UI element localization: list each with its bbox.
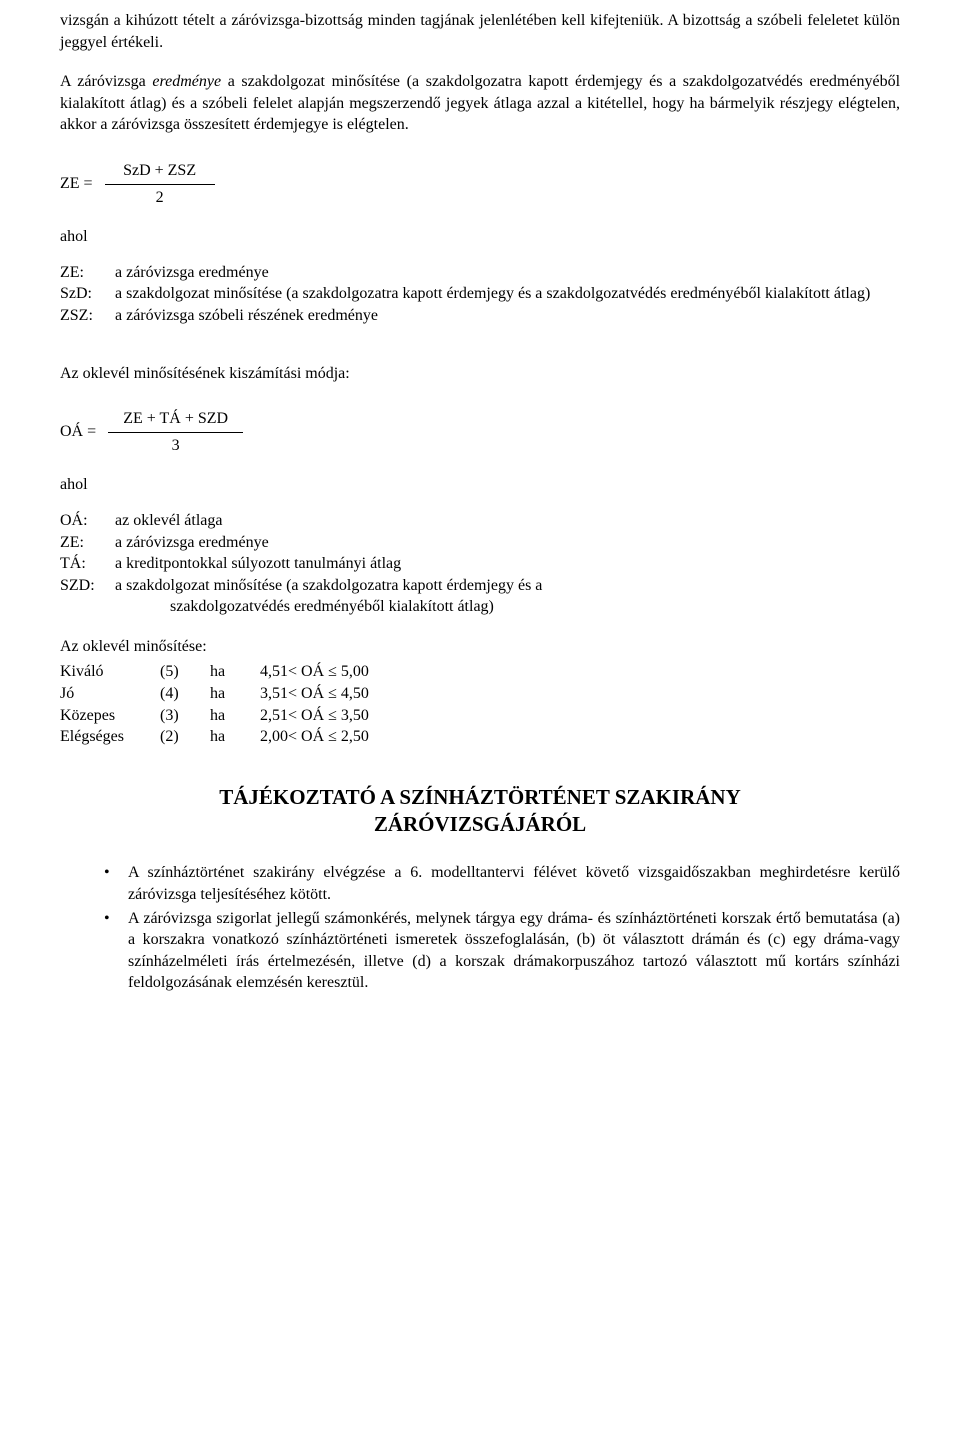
section2-title: Az oklevél minősítésének kiszámítási mód… — [60, 363, 900, 385]
grading-range-3: 2,00< OÁ ≤ 2,50 — [260, 726, 369, 748]
definitions-2: OÁ: az oklevél átlaga ZE: a záróvizsga e… — [60, 510, 900, 618]
grading-name-1: Jó — [60, 683, 160, 705]
def2-ta-term: TÁ: — [60, 553, 115, 575]
formula-ze-num: SzD + ZSZ — [119, 160, 200, 184]
grading-ha-1: ha — [210, 683, 260, 705]
intro-p2-a: A záróvizsga — [60, 73, 152, 90]
def2-szd: SZD: a szakdolgozat minősítése (a szakdo… — [60, 575, 900, 597]
def-szd: SzD: a szakdolgozat minősítése (a szakdo… — [60, 283, 900, 305]
grading-row-0: Kiváló (5) ha 4,51< OÁ ≤ 5,00 — [60, 661, 900, 683]
formula-oa-num: ZE + TÁ + SZD — [119, 408, 232, 432]
formula-oa-lhs: OÁ = — [60, 421, 96, 443]
grading-name-0: Kiváló — [60, 661, 160, 683]
grading-ha-2: ha — [210, 705, 260, 727]
intro-paragraph-1: vizsgán a kihúzott tételt a záróvizsga-b… — [60, 10, 900, 53]
formula-oa: OÁ = ZE + TÁ + SZD 3 — [60, 408, 900, 456]
def2-ta: TÁ: a kreditpontokkal súlyozott tanulmán… — [60, 553, 900, 575]
def2-oa-desc: az oklevél átlaga — [115, 510, 900, 532]
grading-num-2: (3) — [160, 705, 210, 727]
definitions-1: ZE: a záróvizsga eredménye SzD: a szakdo… — [60, 262, 900, 327]
def2-ze: ZE: a záróvizsga eredménye — [60, 532, 900, 554]
grading-name-3: Elégséges — [60, 726, 160, 748]
def2-szd-line2: szakdolgozatvédés eredményéből kialakíto… — [60, 596, 900, 618]
grading-row-2: Közepes (3) ha 2,51< OÁ ≤ 3,50 — [60, 705, 900, 727]
def2-oa-term: OÁ: — [60, 510, 115, 532]
def-szd-term: SzD: — [60, 283, 115, 305]
def2-szd-term-blank — [60, 596, 115, 618]
grading-ha-0: ha — [210, 661, 260, 683]
heading-line-2: ZÁRÓVIZSGÁJÁRÓL — [60, 811, 900, 838]
grading-num-0: (5) — [160, 661, 210, 683]
bullet-2: A záróvizsga szigorlat jellegű számonkér… — [128, 908, 900, 994]
def-zsz-term: ZSZ: — [60, 305, 115, 327]
grading-range-0: 4,51< OÁ ≤ 5,00 — [260, 661, 369, 683]
def-zsz-desc: a záróvizsga szóbeli részének eredménye — [115, 305, 900, 327]
grading-table: Kiváló (5) ha 4,51< OÁ ≤ 5,00 Jó (4) ha … — [60, 661, 900, 747]
def2-szd-term: SZD: — [60, 575, 115, 597]
grading-row-1: Jó (4) ha 3,51< OÁ ≤ 4,50 — [60, 683, 900, 705]
bullet-1: A színháztörténet szakirány elvégzése a … — [128, 862, 900, 905]
def2-ze-desc: a záróvizsga eredménye — [115, 532, 900, 554]
def2-szd-desc1: a szakdolgozat minősítése (a szakdolgoza… — [115, 575, 900, 597]
grading-range-1: 3,51< OÁ ≤ 4,50 — [260, 683, 369, 705]
def2-oa: OÁ: az oklevél átlaga — [60, 510, 900, 532]
grading-ha-3: ha — [210, 726, 260, 748]
def2-ta-desc: a kreditpontokkal súlyozott tanulmányi á… — [115, 553, 900, 575]
grading-range-2: 2,51< OÁ ≤ 3,50 — [260, 705, 369, 727]
bullet-list: A színháztörténet szakirány elvégzése a … — [60, 862, 900, 994]
formula-ze-fraction: SzD + ZSZ 2 — [105, 160, 215, 208]
formula-oa-fraction: ZE + TÁ + SZD 3 — [108, 408, 243, 456]
intro-p2-em: eredménye — [152, 73, 221, 90]
grading-num-1: (4) — [160, 683, 210, 705]
grading-row-3: Elégséges (2) ha 2,00< OÁ ≤ 2,50 — [60, 726, 900, 748]
formula-ze: ZE = SzD + ZSZ 2 — [60, 160, 900, 208]
formula-ze-lhs: ZE = — [60, 173, 93, 195]
formula-oa-den: 3 — [172, 433, 180, 457]
def2-ze-term: ZE: — [60, 532, 115, 554]
ahol-2: ahol — [60, 474, 900, 496]
def2-szd-desc2: szakdolgozatvédés eredményéből kialakíto… — [115, 596, 900, 618]
grading-title: Az oklevél minősítése: — [60, 636, 900, 658]
def-szd-desc: a szakdolgozat minősítése (a szakdolgoza… — [115, 283, 900, 305]
ahol-1: ahol — [60, 226, 900, 248]
grading-name-2: Közepes — [60, 705, 160, 727]
def-ze: ZE: a záróvizsga eredménye — [60, 262, 900, 284]
def-ze-desc: a záróvizsga eredménye — [115, 262, 900, 284]
def-ze-term: ZE: — [60, 262, 115, 284]
heading-line-1: TÁJÉKOZTATÓ A SZÍNHÁZTÖRTÉNET SZAKIRÁNY — [60, 784, 900, 811]
formula-ze-den: 2 — [156, 185, 164, 209]
intro-paragraph-2: A záróvizsga eredménye a szakdolgozat mi… — [60, 71, 900, 136]
grading-num-3: (2) — [160, 726, 210, 748]
main-heading: TÁJÉKOZTATÓ A SZÍNHÁZTÖRTÉNET SZAKIRÁNY … — [60, 784, 900, 839]
def-zsz: ZSZ: a záróvizsga szóbeli részének eredm… — [60, 305, 900, 327]
